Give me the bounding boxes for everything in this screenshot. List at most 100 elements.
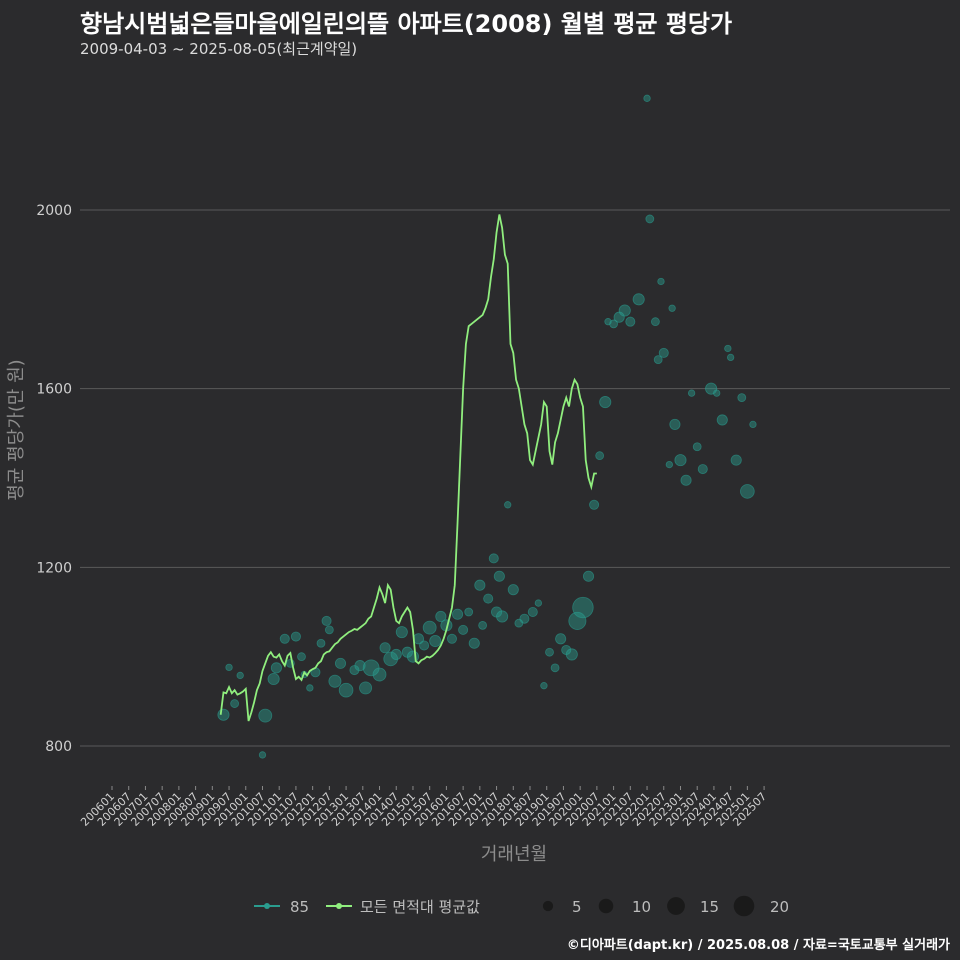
scatter-point: [669, 418, 681, 430]
scatter-point: [297, 652, 306, 662]
scatter-point: [468, 637, 480, 649]
scatter-point: [383, 651, 398, 667]
legend-size-circle-10: [598, 898, 614, 914]
y-tick-1200: 1200: [36, 560, 72, 576]
legend-label-85: 85: [290, 898, 309, 916]
scatter-points-85: [217, 94, 757, 759]
scatter-point: [429, 634, 442, 648]
scatter-point: [478, 621, 488, 630]
scatter-point: [519, 613, 530, 624]
scatter-point: [359, 681, 373, 695]
legend-size-circle-15: [667, 897, 685, 915]
x-axis-title: 거래년월: [481, 844, 547, 865]
scatter-point: [565, 648, 578, 661]
legend-size-label-5: 5: [572, 898, 582, 916]
scatter-point: [464, 607, 474, 617]
scatter-point: [589, 499, 600, 510]
scatter-point: [258, 708, 273, 723]
scatter-point: [446, 633, 457, 644]
scatter-point: [270, 662, 282, 674]
scatter-point: [419, 640, 430, 651]
avg-price-line: [219, 214, 597, 722]
scatter-point: [618, 304, 631, 317]
scatter-point: [390, 648, 402, 660]
y-tick-labels: 800 1200 1600 2000: [36, 203, 72, 755]
scatter-point: [692, 442, 702, 452]
scatter-point: [435, 610, 447, 623]
scatter-point: [422, 620, 437, 635]
scatter-point: [658, 347, 669, 358]
scatter-point: [316, 638, 326, 648]
scatter-point: [687, 389, 696, 397]
scatter-point: [540, 682, 548, 690]
scatter-point: [290, 631, 301, 642]
scatter-point: [217, 708, 230, 721]
scatter-point: [595, 451, 605, 461]
legend-label-avg: 모든 면적대 평균값: [360, 898, 480, 916]
scatter-point: [474, 579, 486, 591]
scatter-point: [749, 420, 757, 429]
scatter-point: [527, 607, 538, 618]
legend-marker-avg: [336, 903, 342, 909]
scatter-point: [488, 553, 499, 564]
scatter-point: [668, 304, 676, 312]
legend-size-label-10: 10: [632, 898, 651, 916]
scatter-point: [507, 584, 519, 596]
scatter-point: [726, 353, 735, 362]
footer-credit: ©디아파트(dapt.kr) / 2025.08.08 / 자료=국토교통부 실…: [566, 938, 950, 953]
scatter-point: [267, 672, 280, 686]
scatter-point: [599, 396, 612, 409]
y-axis-title: 평균 평당가(만 원): [6, 359, 27, 500]
legend-size-circle-5: [542, 900, 554, 912]
scatter-point: [379, 642, 391, 654]
scatter-point: [483, 593, 494, 604]
scatter-point: [306, 684, 314, 692]
x-tick-labels: 2006012006072007012007072008012008072009…: [78, 786, 769, 829]
scatter-point: [504, 501, 512, 509]
scatter-point: [724, 344, 732, 353]
scatter-point: [653, 355, 663, 365]
y-tick-2000: 2000: [36, 203, 72, 219]
scatter-point: [632, 293, 645, 306]
legend-marker-85: [264, 903, 270, 909]
scatter-point: [657, 277, 665, 286]
scatter-point: [568, 611, 587, 630]
scatter-point: [555, 633, 567, 645]
scatter-point: [674, 454, 687, 467]
legend-size-circle-20: [733, 895, 755, 917]
scatter-point: [452, 608, 464, 620]
scatter-point: [545, 647, 554, 657]
scatter-point: [225, 663, 233, 672]
scatter-point: [582, 570, 595, 582]
scatter-point: [716, 414, 728, 426]
scatter-point: [395, 626, 408, 639]
scatter-point: [737, 393, 747, 402]
scatter-point: [730, 454, 742, 466]
scatter-point: [651, 317, 660, 327]
scatter-point: [572, 596, 594, 619]
scatter-point: [328, 674, 342, 688]
scatter-point: [372, 667, 387, 682]
scatter-point: [493, 570, 505, 582]
scatter-point: [349, 665, 360, 676]
legend-size-label-15: 15: [700, 898, 719, 916]
scatter-point: [496, 610, 509, 623]
y-gridlines: [80, 209, 950, 747]
scatter-point: [740, 484, 755, 499]
scatter-point: [334, 657, 347, 669]
scatter-point: [697, 464, 708, 475]
y-tick-1600: 1600: [36, 382, 72, 398]
scatter-point: [625, 316, 636, 327]
legend-size-label-20: 20: [770, 898, 789, 916]
scatter-point: [665, 460, 673, 469]
chart-title: 향남시범넓은들마을에일린의뜰 아파트(2008) 월별 평균 평당가: [80, 10, 733, 38]
scatter-point: [609, 319, 618, 329]
scatter-point: [680, 474, 692, 486]
scatter-point: [230, 699, 239, 708]
y-tick-800: 800: [45, 739, 72, 755]
scatter-point: [406, 650, 419, 663]
scatter-point: [643, 94, 651, 102]
chart-subtitle: 2009-04-03 ~ 2025-08-05(최근계약일): [80, 40, 358, 58]
scatter-point: [236, 671, 244, 680]
